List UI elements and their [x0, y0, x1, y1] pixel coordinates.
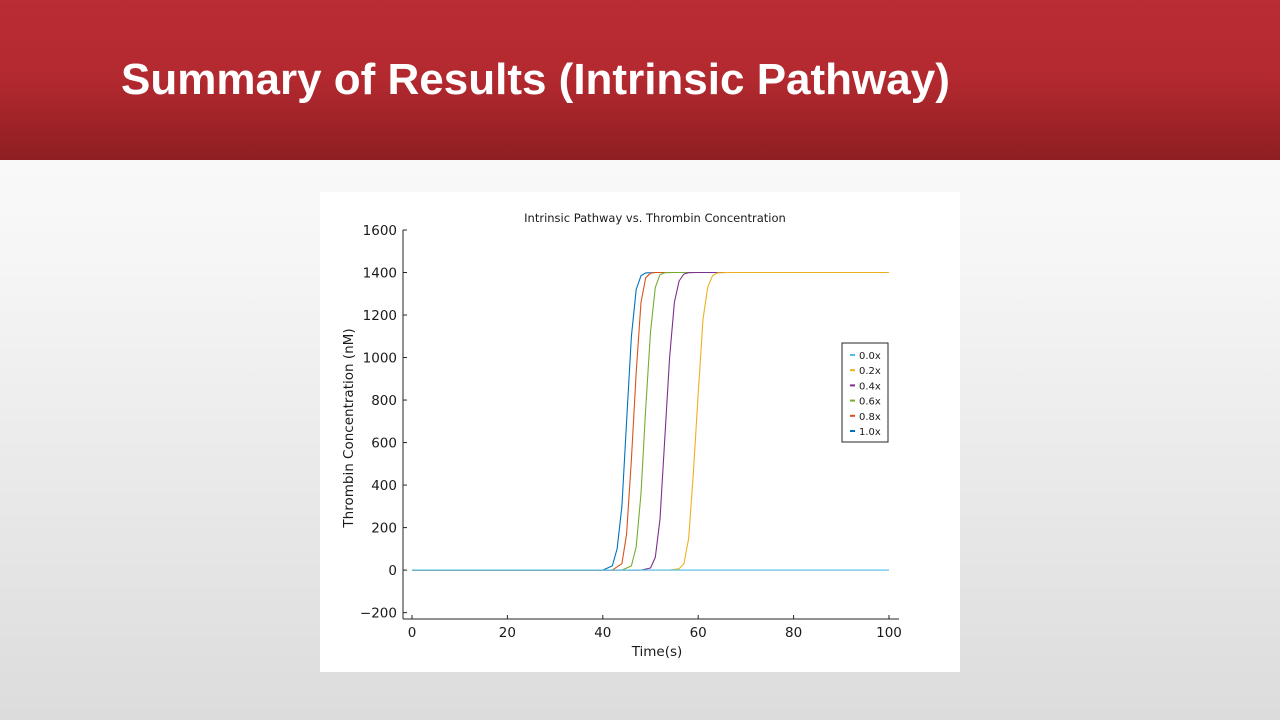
y-tick-label: 1000 [363, 351, 397, 367]
legend-entry: 0.2x [859, 366, 881, 377]
x-tick-label: 20 [499, 625, 516, 641]
y-tick-label: 1200 [363, 308, 397, 324]
slide-title: Summary of Results (Intrinsic Pathway) [121, 55, 950, 104]
y-tick-label: 1600 [363, 223, 397, 239]
x-tick-label: 0 [408, 625, 417, 641]
y-tick-label: 0 [388, 563, 397, 579]
series-line-0-4x [412, 271, 889, 571]
y-tick-label: 400 [371, 478, 397, 494]
legend-box [841, 342, 889, 443]
y-tick-label: 600 [371, 436, 397, 452]
series-line-0-8x [412, 271, 889, 571]
chart-panel: Intrinsic Pathway vs. Thrombin Concentra… [320, 192, 960, 672]
x-tick-label: 80 [785, 625, 802, 641]
y-tick-label: −200 [360, 606, 397, 622]
series-line-0-2x [412, 271, 889, 571]
y-tick-label: 800 [371, 393, 397, 409]
y-axis-label: Thrombin Concentration (nM) [341, 328, 357, 528]
x-tick-label: 60 [690, 625, 707, 641]
legend-entry: 0.6x [859, 397, 881, 408]
y-tick-label: 1400 [363, 266, 397, 282]
series-line-1-0x [412, 271, 889, 571]
chart-title: Intrinsic Pathway vs. Thrombin Concentra… [524, 211, 786, 225]
y-tick-label: 200 [371, 521, 397, 537]
x-tick-label: 40 [594, 625, 611, 641]
legend-entry: 0.4x [859, 381, 881, 392]
legend-entry: 1.0x [859, 427, 881, 438]
line-chart: Intrinsic Pathway vs. Thrombin Concentra… [341, 211, 902, 660]
legend-entry: 0.8x [859, 412, 881, 423]
x-tick-label: 100 [876, 625, 902, 641]
x-axis-label: Time(s) [631, 644, 683, 660]
title-banner: Summary of Results (Intrinsic Pathway) [0, 0, 1280, 160]
series-line-0-6x [412, 271, 889, 571]
legend-entry: 0.0x [859, 351, 881, 362]
